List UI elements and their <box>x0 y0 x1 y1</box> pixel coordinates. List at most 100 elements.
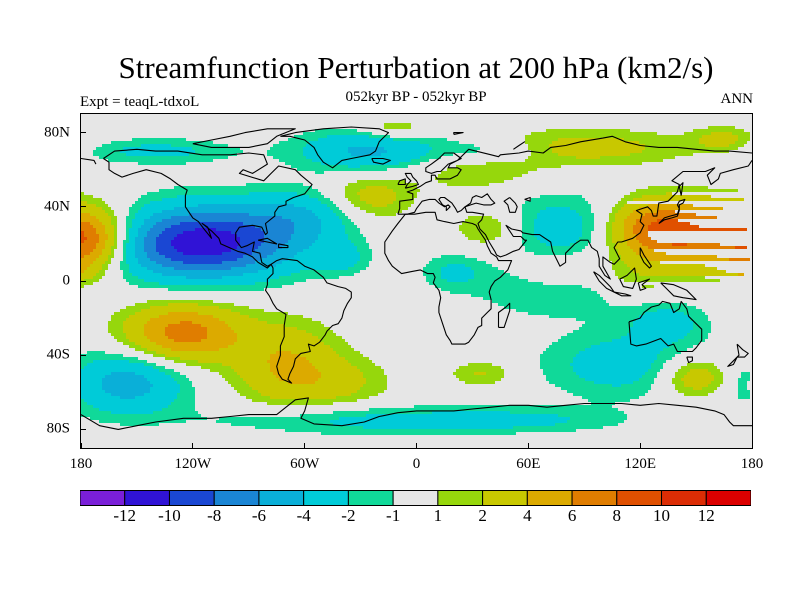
contour-cell <box>690 315 708 318</box>
contour-cell <box>300 354 339 357</box>
contour-cell <box>159 282 255 285</box>
contour-cell <box>576 156 600 159</box>
contour-cell <box>252 399 357 402</box>
contour-cell <box>549 381 594 384</box>
contour-cell <box>345 357 369 360</box>
contour-cell <box>102 384 153 387</box>
contour-cell <box>270 396 336 399</box>
coastline <box>397 135 752 215</box>
contour-cell <box>129 228 138 231</box>
contour-cell <box>156 261 183 264</box>
contour-cell <box>474 276 519 279</box>
contour-cell <box>147 255 165 258</box>
contour-cell <box>384 123 411 126</box>
contour-cell <box>693 321 711 324</box>
contour-cell <box>429 144 474 147</box>
contour-cell <box>291 165 348 168</box>
contour-cell <box>549 144 645 147</box>
contour-cell <box>456 375 504 378</box>
contour-cell <box>657 219 678 222</box>
contour-cell <box>261 228 294 231</box>
contour-cell <box>219 372 237 375</box>
contour-cell <box>111 141 213 144</box>
contour-cell <box>591 345 669 348</box>
contour-cell <box>609 258 621 261</box>
contour-cell <box>282 216 318 219</box>
contour-cell <box>267 267 348 270</box>
contour-cell <box>687 372 711 375</box>
contour-cell <box>147 252 159 255</box>
contour-cell <box>231 327 297 330</box>
contour-cell <box>624 279 720 282</box>
contour-cell <box>738 384 747 387</box>
contour-cell <box>471 267 498 270</box>
contour-cell <box>366 381 387 384</box>
contour-cell <box>135 396 177 399</box>
contour-cell <box>291 234 318 237</box>
coastline <box>404 172 419 189</box>
contour-cell <box>171 348 219 351</box>
contour-cell <box>147 348 171 351</box>
contour-cell <box>243 378 279 381</box>
contour-cell <box>339 216 348 219</box>
contour-cell <box>81 393 111 396</box>
contour-cell <box>687 363 714 366</box>
contour-cell <box>264 231 294 234</box>
contour-cell <box>525 141 552 144</box>
contour-cell <box>576 372 645 375</box>
contour-cell <box>96 147 123 150</box>
contour-cell <box>711 372 723 375</box>
coastline <box>280 126 390 169</box>
colorbar-label: 2 <box>478 506 487 525</box>
contour-cell <box>153 354 165 357</box>
contour-cell <box>129 339 150 342</box>
contour-cell <box>360 387 387 390</box>
contour-cell <box>582 216 594 219</box>
contour-cell <box>102 267 108 270</box>
contour-cell <box>198 204 294 207</box>
contour-cell <box>429 282 543 285</box>
contour-cell <box>396 192 417 195</box>
contour-cell <box>639 141 699 144</box>
contour-cell <box>711 381 723 384</box>
contour-cell <box>192 321 225 324</box>
contour-cell <box>93 360 129 363</box>
contour-cell <box>246 183 303 186</box>
contour-cell <box>369 135 390 138</box>
contour-cell <box>666 192 672 195</box>
contour-cell <box>366 414 558 417</box>
contour-cell <box>84 366 153 369</box>
contour-cell <box>621 384 651 387</box>
contour-cell <box>318 234 348 237</box>
contour-cell <box>702 387 717 390</box>
contour-cell <box>303 150 348 153</box>
contour-cell <box>570 417 627 420</box>
contour-cell <box>291 219 321 222</box>
contour-cell <box>237 246 258 249</box>
contour-cell <box>348 150 387 153</box>
contour-cell <box>252 387 360 390</box>
contour-cell <box>447 168 537 171</box>
contour-cell <box>360 207 408 210</box>
contour-cell <box>639 378 654 381</box>
contour-cell <box>174 237 240 240</box>
contour-cell <box>276 351 291 354</box>
contour-cell <box>138 162 186 165</box>
contour-cell <box>192 147 240 150</box>
contour-cell <box>165 228 195 231</box>
contour-cell <box>441 276 474 279</box>
coastline <box>686 356 693 364</box>
contour-cell <box>525 138 558 141</box>
contour-cell <box>540 354 576 357</box>
contour-cell <box>714 375 723 378</box>
y-tick-mark <box>81 354 86 356</box>
contour-cell <box>651 366 663 369</box>
contour-cell <box>627 264 705 267</box>
contour-cell <box>87 351 105 354</box>
contour-cell <box>129 207 141 210</box>
contour-cell <box>93 249 102 252</box>
contour-cell <box>138 285 282 288</box>
contour-cell <box>174 186 312 189</box>
contour-cell <box>129 240 135 243</box>
contour-cell <box>360 369 384 372</box>
